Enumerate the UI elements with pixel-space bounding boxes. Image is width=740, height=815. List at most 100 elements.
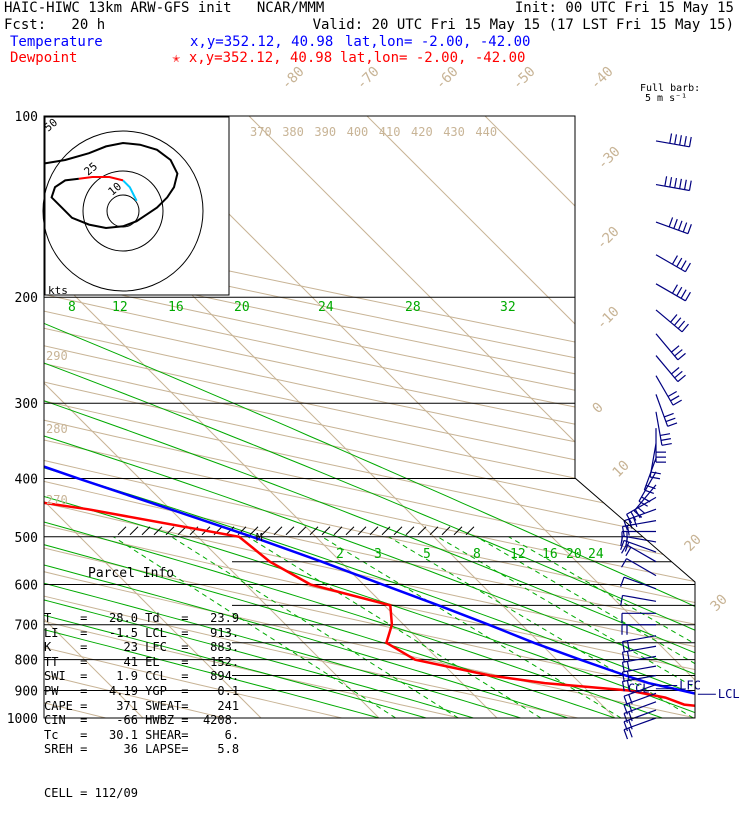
theta-low-label: 280 bbox=[46, 422, 68, 436]
parcel-info-row: PW = 4.19 YGP = 0.1 bbox=[44, 684, 239, 699]
equals: = bbox=[80, 669, 95, 684]
parcel-value: 41 bbox=[94, 654, 146, 669]
wind-barb-flag bbox=[621, 652, 625, 663]
parcel-key: YGP bbox=[145, 683, 182, 698]
mixing-ratio-line bbox=[321, 536, 622, 718]
parcel-key: HWBZ bbox=[145, 713, 182, 728]
isotherm-label: -70 bbox=[354, 64, 383, 93]
wind-barb-staff bbox=[655, 394, 669, 427]
temperature-latlon: lat,lon= -2.00, -42.00 bbox=[345, 34, 531, 50]
wind-barb-staff bbox=[655, 333, 679, 361]
wind-barb-flag bbox=[620, 540, 625, 550]
level-hatch bbox=[129, 526, 139, 536]
hodograph-units: kts bbox=[48, 284, 68, 297]
lfc-label: LFC bbox=[679, 678, 701, 692]
parcel-info-row: SREH = 36 LAPSE= 5.8 bbox=[44, 742, 239, 757]
wind-barb bbox=[655, 254, 691, 273]
isotherm-line bbox=[484, 116, 695, 718]
dry-adiabat bbox=[44, 116, 695, 718]
mixing-ratio-label: 24 bbox=[588, 547, 604, 562]
wind-barb-flag bbox=[673, 317, 682, 326]
pressure-tick-label: 600 bbox=[15, 578, 38, 593]
wind-barb-flag bbox=[623, 721, 629, 732]
mixing-ratio-label: 8 bbox=[473, 547, 481, 562]
parcel-key: LCL bbox=[145, 625, 182, 640]
parcel-info-panel: Parcel Info T = 28.0 Td = 23.9 LI = -1.5 … bbox=[44, 538, 239, 815]
dewpoint-xy: ✭ x,y=352.12, 40.98 bbox=[172, 50, 333, 66]
wind-barb-flag bbox=[671, 284, 678, 294]
wind-barb-flag bbox=[632, 517, 638, 528]
mixing-ratio-label: 16 bbox=[542, 547, 558, 562]
wind-barb bbox=[621, 674, 657, 692]
wind-barb bbox=[623, 717, 657, 740]
parcel-key: LAPSE bbox=[145, 742, 182, 757]
wind-barb bbox=[638, 471, 657, 507]
level-hatch bbox=[333, 526, 343, 536]
wind-barb-staff bbox=[623, 717, 657, 731]
wind-barb-flag bbox=[620, 595, 624, 606]
wind-barb bbox=[655, 309, 689, 333]
wind-barb-staff bbox=[623, 701, 657, 715]
wind-barb-flag bbox=[625, 546, 632, 557]
wind-barb-flag bbox=[626, 680, 630, 691]
theta-e-label: 32 bbox=[500, 300, 516, 315]
wind-barb-flag bbox=[626, 651, 630, 662]
equals: = bbox=[80, 713, 95, 728]
wind-barb-staff bbox=[655, 283, 686, 302]
theta-label: 400 bbox=[347, 125, 369, 139]
equals: = bbox=[181, 610, 196, 625]
theta-label: 420 bbox=[411, 125, 433, 139]
parcel-key: SREH bbox=[44, 742, 81, 757]
wind-barb bbox=[621, 624, 656, 635]
theta-e-label: 20 bbox=[234, 300, 250, 315]
wind-barb-flag bbox=[620, 576, 625, 587]
wind-barb-flag bbox=[634, 509, 641, 519]
dry-adiabat bbox=[44, 116, 695, 718]
wind-barb-staff bbox=[655, 375, 674, 406]
wind-barb-staff bbox=[623, 576, 657, 590]
parcel-info-row: SWI = 1.9 CCL = 894. bbox=[44, 669, 239, 684]
parcel-key: K bbox=[44, 640, 81, 655]
wind-barb-flag bbox=[621, 641, 625, 652]
parcel-value: 241 bbox=[195, 698, 240, 713]
wind-barb-staff bbox=[626, 496, 657, 515]
parcel-value: -66 bbox=[94, 713, 146, 728]
wind-barb-flag bbox=[679, 178, 682, 189]
parcel-info-row: Tc = 30.1 SHEAR= 6. bbox=[44, 728, 239, 743]
level-hatch bbox=[321, 526, 331, 536]
wind-barb-staff bbox=[655, 355, 679, 382]
pressure-tick-label: 700 bbox=[15, 619, 38, 634]
wind-barb-flag bbox=[677, 220, 683, 231]
wind-barb-flag bbox=[628, 727, 633, 738]
wind-barb-flag bbox=[683, 136, 687, 147]
parcel-value: 23.9 bbox=[195, 610, 240, 625]
barb-note-2: 5 m s⁻¹ bbox=[645, 93, 688, 104]
equals: = bbox=[80, 610, 95, 625]
level-hatch bbox=[453, 526, 463, 536]
wind-barb-flag bbox=[671, 345, 680, 353]
wind-barb bbox=[621, 665, 657, 682]
mixing-ratio-line bbox=[171, 536, 459, 718]
parcel-info-title: Parcel Info bbox=[88, 566, 175, 582]
parcel-info-row: K = 23 LFC = 883. bbox=[44, 640, 239, 655]
parcel-key: CAPE bbox=[44, 698, 81, 713]
wind-barb bbox=[655, 333, 686, 361]
wind-barb-staff bbox=[622, 635, 657, 643]
parcel-value: 913. bbox=[195, 625, 240, 640]
dewpoint-latlon: lat,lon= -2.00, -42.00 bbox=[340, 50, 526, 66]
wind-barb bbox=[655, 411, 672, 446]
pressure-tick-label: 500 bbox=[15, 531, 38, 546]
wind-barb bbox=[620, 576, 657, 590]
level-hatch bbox=[261, 526, 271, 536]
mixing-ratio-line bbox=[113, 536, 397, 718]
wind-barb-staff bbox=[638, 471, 657, 502]
wind-barb-flag bbox=[688, 180, 692, 191]
theta-label: 390 bbox=[314, 125, 336, 139]
plot-frame bbox=[43, 115, 696, 719]
pressure-tick-label: 1000 bbox=[7, 712, 38, 727]
theta-label: 380 bbox=[282, 125, 304, 139]
parcel-key: CCL bbox=[145, 669, 182, 684]
mixing-ratio-label: 5 bbox=[423, 547, 431, 562]
level-hatch bbox=[441, 526, 451, 536]
wind-barb-flag bbox=[682, 222, 688, 233]
